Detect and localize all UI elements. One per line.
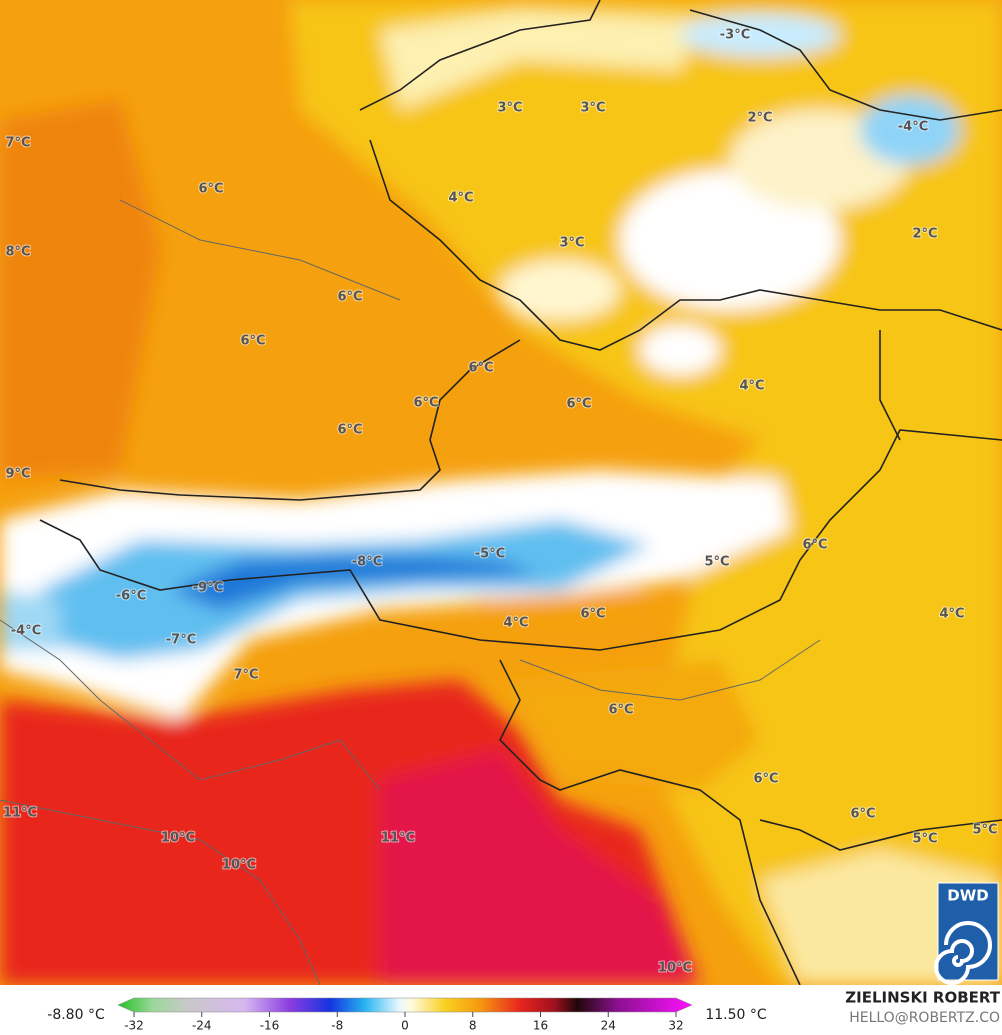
temp-label: -8°C	[352, 555, 382, 570]
colorbar-tick-label: -16	[260, 1019, 280, 1033]
temp-label: -6°C	[116, 589, 146, 604]
temp-label: 11°C	[381, 831, 415, 846]
temp-label: -4°C	[11, 624, 41, 639]
temp-label: 11°C	[3, 806, 37, 821]
temp-label: 6°C	[566, 397, 591, 412]
colorbar-tick-label: -24	[192, 1019, 212, 1033]
temp-label: 4°C	[939, 607, 964, 622]
temp-label: 6°C	[413, 396, 438, 411]
temp-label: 10°C	[161, 831, 195, 846]
temp-label: 6°C	[850, 807, 875, 822]
colorbar-tick-label: -8	[331, 1019, 343, 1033]
colorbar-ticks: -32 -24 -16 -8 0 8 16 24 32	[124, 1012, 684, 1033]
temp-label: 5°C	[912, 832, 937, 847]
temp-label: 4°C	[448, 191, 473, 206]
colorbar: -8.80 °C 11.50 °C -32 -24 -16 -8 0 8 16 24 32	[47, 997, 767, 1033]
temp-label: 6°C	[337, 290, 362, 305]
temp-label: 6°C	[608, 703, 633, 718]
credit-author: ZIELINSKI ROBERT	[845, 989, 1000, 1007]
temp-label: 6°C	[337, 423, 362, 438]
temp-label: 3°C	[580, 101, 605, 116]
colorbar-tick-label: 8	[469, 1019, 477, 1033]
colorbar-min: -8.80 °C	[47, 1007, 105, 1023]
temp-label: 6°C	[802, 538, 827, 553]
temp-label: 10°C	[222, 858, 256, 873]
temp-label: 4°C	[739, 379, 764, 394]
temp-label: 6°C	[753, 772, 778, 787]
temp-label: 3°C	[559, 236, 584, 251]
temp-label: 2°C	[747, 111, 772, 126]
credit-contact: HELLO@ROBERTZ.CO	[849, 1010, 1000, 1026]
colorbar-scale	[117, 997, 693, 1013]
temp-label: 6°C	[198, 182, 223, 197]
temp-label: 7°C	[5, 136, 30, 151]
temp-label: -4°C	[898, 120, 928, 135]
temp-label: 3°C	[497, 101, 522, 116]
temperature-labels: -3°C 3°C 3°C 2°C -4°C 7°C 6°C 4°C 3°C 2°C 8°C 6°C 6°…	[2, 27, 999, 977]
temp-label: 2°C	[912, 227, 937, 242]
colorbar-tick-label: -32	[124, 1019, 144, 1033]
colorbar-max: 11.50 °C	[705, 1007, 767, 1023]
temp-label: 8°C	[5, 245, 30, 260]
logo-text: DWD	[947, 887, 988, 905]
dwd-logo: DWD	[934, 882, 999, 985]
temp-label: 4°C	[503, 616, 528, 631]
temp-label: -9°C	[193, 581, 223, 596]
temp-label: 10°C	[658, 961, 692, 976]
borders	[39, 0, 1002, 985]
temp-label: 7°C	[233, 668, 258, 683]
region-borders	[0, 199, 821, 985]
temp-label: 5°C	[972, 823, 997, 838]
temp-label: -7°C	[166, 633, 196, 648]
temp-label: -5°C	[475, 547, 505, 562]
colorbar-tick-label: 16	[533, 1019, 548, 1033]
colorbar-tick-label: 0	[401, 1019, 409, 1033]
temp-label: 5°C	[704, 555, 729, 570]
colorbar-tick-label: 32	[668, 1019, 683, 1033]
temp-label: 6°C	[580, 607, 605, 622]
temperature-map	[0, 0, 1002, 985]
temp-label: 9°C	[5, 467, 30, 482]
temp-label: 6°C	[468, 361, 493, 376]
temp-label: -3°C	[720, 28, 750, 43]
temp-label: 6°C	[240, 334, 265, 349]
colorbar-tick-label: 24	[601, 1019, 616, 1033]
